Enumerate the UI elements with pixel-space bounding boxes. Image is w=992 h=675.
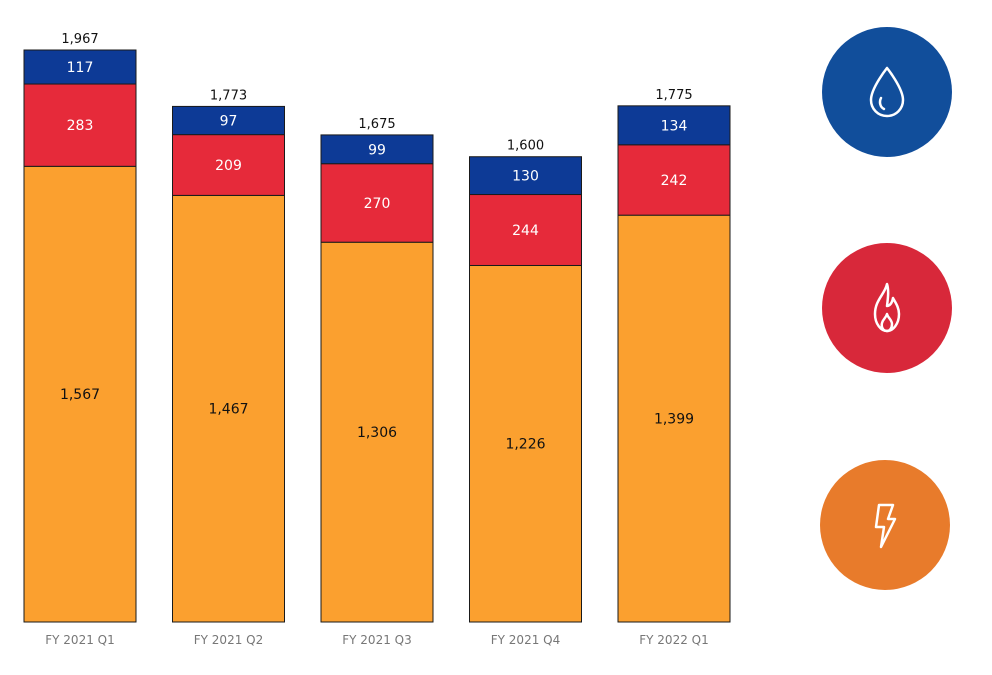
bar-segment bbox=[172, 194, 285, 623]
segment-data-label: 134 bbox=[661, 118, 688, 134]
bar-segment bbox=[617, 214, 731, 623]
segment-data-label: 130 bbox=[512, 169, 539, 185]
bar-segment bbox=[320, 241, 434, 623]
bar-segment bbox=[172, 105, 285, 136]
bar-segment bbox=[23, 49, 137, 85]
segment-data-label: 1,567 bbox=[60, 387, 100, 403]
bar-segment bbox=[23, 165, 137, 623]
x-tick-label: FY 2022 Q1 bbox=[639, 633, 708, 647]
x-tick-label: FY 2021 Q2 bbox=[194, 633, 263, 647]
total-label: 1,600 bbox=[507, 139, 544, 154]
segment-data-label: 244 bbox=[512, 223, 539, 239]
total-label: 1,675 bbox=[358, 117, 395, 132]
bar-segment bbox=[172, 134, 285, 196]
bar-segment bbox=[320, 163, 434, 243]
segment-data-label: 242 bbox=[661, 173, 688, 189]
total-label: 1,775 bbox=[655, 88, 692, 103]
segment-data-label: 1,467 bbox=[208, 402, 248, 418]
total-label: 1,967 bbox=[61, 32, 98, 47]
segment-data-label: 270 bbox=[364, 196, 391, 212]
bar-segment bbox=[469, 194, 582, 266]
segment-data-label: 1,306 bbox=[357, 425, 397, 441]
segment-data-label: 283 bbox=[67, 118, 94, 134]
bar-segment bbox=[23, 83, 137, 167]
bar-segment bbox=[469, 264, 582, 623]
segment-data-label: 1,399 bbox=[654, 412, 694, 428]
x-tick-label: FY 2021 Q1 bbox=[45, 633, 114, 647]
bar-segment bbox=[617, 105, 731, 146]
segment-data-label: 97 bbox=[220, 114, 238, 130]
water-drop-icon bbox=[822, 27, 952, 157]
segment-data-label: 99 bbox=[368, 142, 386, 158]
flame-icon bbox=[822, 243, 952, 373]
bar-segment bbox=[617, 144, 731, 216]
total-label: 1,773 bbox=[210, 88, 247, 103]
bar-segment bbox=[469, 156, 582, 196]
x-tick-label: FY 2021 Q3 bbox=[342, 633, 411, 647]
segment-data-label: 117 bbox=[67, 60, 94, 76]
lightning-bolt-icon bbox=[820, 460, 950, 590]
segment-data-label: 1,226 bbox=[505, 437, 545, 453]
segment-data-label: 209 bbox=[215, 158, 242, 174]
bar-segment bbox=[320, 134, 434, 165]
x-tick-label: FY 2021 Q4 bbox=[491, 633, 560, 647]
